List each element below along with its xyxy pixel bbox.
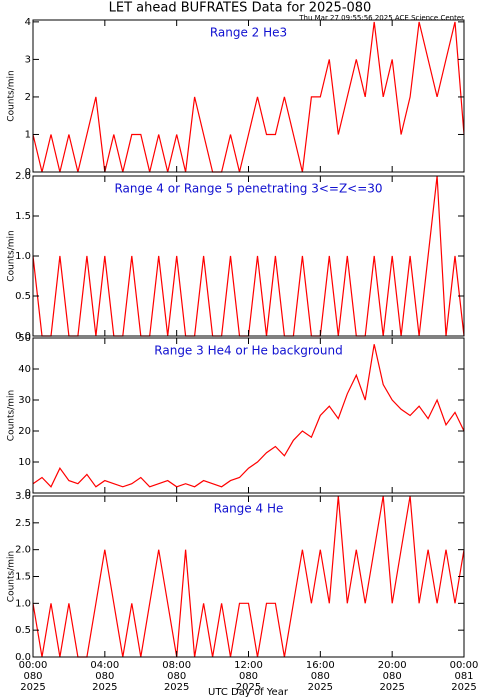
panel-annotation: Range 2 He3 <box>210 26 287 40</box>
y-axis-label: Counts/min <box>7 70 17 121</box>
title: LET ahead BUFRATES Data for 2025-080 <box>109 1 372 16</box>
panel-annotation: Range 4 He <box>214 502 284 516</box>
x-tick-year: 2025 <box>236 682 261 693</box>
y-tick-label: 0 <box>25 167 31 178</box>
y-tick-label: 1.5 <box>15 572 31 583</box>
x-axis-label: UTC Day of Year <box>208 687 289 698</box>
y-axis-label: Counts/min <box>7 230 17 281</box>
y-tick-label: 0.0 <box>15 652 31 663</box>
y-tick-label: 2.5 <box>15 518 31 529</box>
panel-annotation: Range 3 He4 or He background <box>154 344 342 358</box>
x-tick-year: 2025 <box>92 682 117 693</box>
data-line <box>32 344 465 488</box>
x-tick-label: 08:00 <box>162 660 191 671</box>
y-axis-label: Counts/min <box>7 551 17 602</box>
data-line <box>32 495 465 658</box>
y-tick-label: 4 <box>25 17 31 28</box>
y-tick-label: 0 <box>25 488 31 499</box>
y-tick-label: 10 <box>18 457 31 468</box>
y-tick-label: 50 <box>18 333 31 344</box>
y-tick-label: 0.0 <box>15 331 31 342</box>
y-tick-label: 40 <box>18 364 31 375</box>
y-tick-label: 2.0 <box>15 171 31 182</box>
x-tick-year: 2025 <box>451 682 476 693</box>
data-line <box>32 175 465 337</box>
y-tick-label: 0.5 <box>15 291 31 302</box>
x-tick-day: 080 <box>95 671 114 682</box>
y-tick-label: 3 <box>25 54 31 65</box>
y-tick-label: 1 <box>25 129 31 140</box>
x-tick-label: 00:00 <box>19 660 48 671</box>
y-tick-label: 3.0 <box>15 491 31 502</box>
x-tick-label: 00:00 <box>450 660 479 671</box>
y-axis-label: Counts/min <box>7 390 17 441</box>
x-tick-year: 2025 <box>379 682 404 693</box>
panel-frame <box>32 337 465 494</box>
x-tick-day: 080 <box>167 671 186 682</box>
y-tick-label: 2 <box>25 92 31 103</box>
x-tick-day: 080 <box>383 671 402 682</box>
panel-annotation: Range 4 or Range 5 penetrating 3<=Z<=30 <box>114 182 382 196</box>
panel-frame <box>32 175 465 337</box>
y-tick-label: 2.0 <box>15 545 31 556</box>
panel-frame <box>32 19 465 173</box>
panel-frame <box>32 495 465 658</box>
x-tick-label: 20:00 <box>378 660 407 671</box>
x-tick-day: 080 <box>23 671 42 682</box>
x-tick-year: 2025 <box>164 682 189 693</box>
y-tick-label: 1.0 <box>15 251 31 262</box>
x-tick-day: 081 <box>454 671 473 682</box>
y-tick-label: 0.5 <box>15 625 31 636</box>
timestamp: Thu Mar 27 09:55:56 2025 ACE Science Cen… <box>298 14 464 22</box>
x-tick-year: 2025 <box>308 682 333 693</box>
x-tick-label: 16:00 <box>306 660 335 671</box>
x-tick-day: 080 <box>239 671 258 682</box>
x-tick-year: 2025 <box>20 682 45 693</box>
y-tick-label: 1.0 <box>15 598 31 609</box>
x-tick-day: 080 <box>311 671 330 682</box>
y-tick-label: 1.5 <box>15 211 31 222</box>
data-line <box>32 21 465 173</box>
y-tick-label: 30 <box>18 395 31 406</box>
x-tick-label: 04:00 <box>90 660 119 671</box>
x-tick-label: 12:00 <box>234 660 263 671</box>
y-tick-label: 20 <box>18 426 31 437</box>
